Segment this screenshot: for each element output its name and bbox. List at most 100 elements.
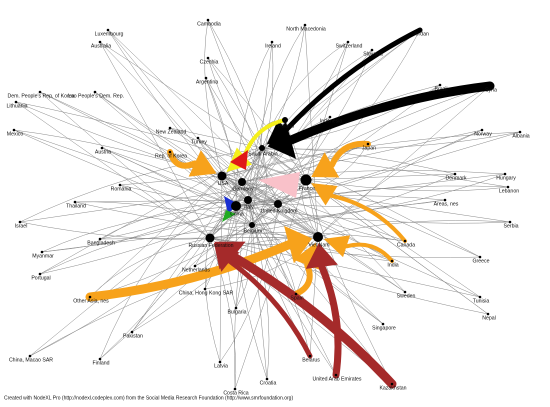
flow-arrow <box>318 263 342 379</box>
node-dot <box>168 150 172 154</box>
node-dot <box>366 142 370 146</box>
node-dot <box>218 360 222 364</box>
node-label: Kazakhstan <box>379 386 406 392</box>
node-dot <box>503 172 507 176</box>
node-dot <box>217 171 227 181</box>
edge <box>15 101 211 239</box>
node-dot <box>274 200 282 208</box>
edge <box>251 173 506 226</box>
node-dot <box>206 56 210 60</box>
node-dot <box>308 354 312 358</box>
node-label: Italy <box>244 204 254 210</box>
node-label: Hungary <box>496 176 516 182</box>
node-dot <box>205 233 215 243</box>
edge <box>107 29 253 226</box>
colored-wedge <box>222 210 236 222</box>
node-dot <box>244 196 252 204</box>
node-label: Lao People's Dem. Rep. <box>68 94 124 100</box>
node-dot <box>193 264 197 268</box>
node-dot <box>238 178 246 186</box>
node-dot <box>204 76 208 80</box>
flow-arrows <box>85 27 495 389</box>
node-dot <box>93 90 97 94</box>
edge <box>251 224 393 262</box>
edge <box>305 173 456 181</box>
edge <box>261 147 481 258</box>
node-dot <box>478 295 482 299</box>
edge <box>247 199 337 376</box>
node-dot <box>206 18 210 22</box>
node-dot <box>130 330 134 334</box>
node-label: India <box>387 263 398 269</box>
node-label: Lithuania <box>6 104 27 110</box>
edge <box>41 224 253 253</box>
edge <box>277 131 521 205</box>
node-label: Thailand <box>66 204 86 210</box>
node-label: North Macedonia <box>286 27 326 33</box>
edge <box>251 49 373 226</box>
edge <box>99 147 263 360</box>
edge <box>247 24 306 201</box>
node-label: United Arab Emirates <box>312 377 361 383</box>
node-dot <box>28 354 32 358</box>
arrow-head <box>305 242 338 269</box>
edge <box>251 41 273 226</box>
node-dot <box>98 357 102 361</box>
edge <box>169 151 249 201</box>
edge <box>241 24 306 183</box>
edge <box>235 116 331 207</box>
node-label: New Zealand <box>156 130 187 136</box>
node-label: Belgium <box>244 228 263 234</box>
node-label: Slovakia <box>363 52 383 58</box>
flow-arrow <box>283 27 423 133</box>
node-label: Switzerland <box>336 44 363 50</box>
node-label: Syria <box>485 88 497 94</box>
node-dot <box>118 183 122 187</box>
colored-wedge <box>224 196 238 214</box>
arrow-head <box>311 152 340 178</box>
edge <box>99 41 211 239</box>
edge <box>205 237 221 363</box>
node-dot <box>40 250 44 254</box>
edge <box>19 221 211 240</box>
node-dot <box>203 287 207 291</box>
edge <box>94 91 319 238</box>
node-label: Indonesia <box>320 119 343 125</box>
edge <box>41 205 237 253</box>
flow-arrow <box>329 193 407 243</box>
node-label: Czechia <box>200 60 219 66</box>
node-label: United Kingdom <box>261 208 298 214</box>
node-label: Nepal <box>482 316 496 322</box>
node-dot <box>265 377 269 381</box>
node-label: Australia <box>91 44 111 50</box>
node-label: Finland <box>92 361 109 367</box>
node-label: Belarus <box>302 358 320 364</box>
node-label: Dem. People's Rep. of Korea <box>7 94 74 100</box>
flow-arrow <box>167 149 198 169</box>
edge <box>277 185 509 205</box>
edge <box>169 151 253 226</box>
flow-arrow <box>328 140 371 168</box>
edge <box>207 57 279 205</box>
node-dot <box>438 83 442 87</box>
edge <box>261 41 349 149</box>
node-label: Albania <box>512 134 529 140</box>
edge <box>89 175 223 298</box>
edge <box>241 181 311 357</box>
node-dot <box>518 130 522 134</box>
edge <box>209 237 237 390</box>
node-label: Netherlands <box>182 268 210 274</box>
node-dot <box>346 40 350 44</box>
node-dot <box>390 382 394 386</box>
nodes: Cambodia North Macedonia Jordan Luxembourg A… <box>6 18 530 397</box>
edge <box>19 179 307 223</box>
node-label: Argentina <box>196 80 218 86</box>
node-dot <box>270 40 274 44</box>
node-label: Costa Rica <box>223 391 248 397</box>
edge <box>235 147 263 207</box>
edge <box>39 91 211 239</box>
node-label: Jordan <box>413 32 429 38</box>
node-dot <box>508 220 512 224</box>
node-dot <box>18 220 22 224</box>
